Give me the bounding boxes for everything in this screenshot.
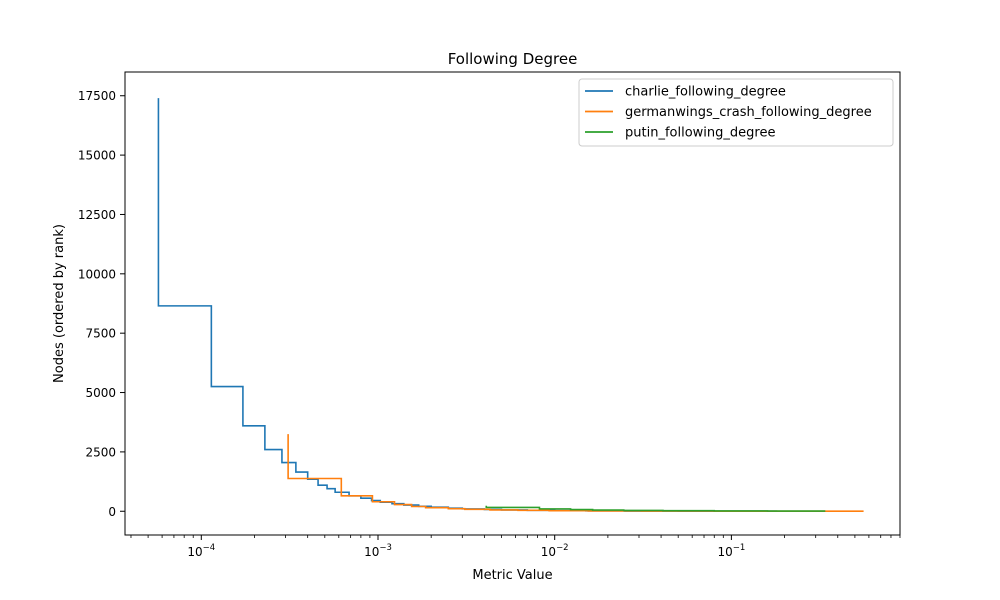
legend-label-0: charlie_following_degree (625, 85, 786, 100)
series-layer (157, 98, 864, 513)
y-axis-ticks: 0 2500 5000 7500 10000 12500 15000 17500 (78, 89, 125, 519)
x-tick-label: 10−2 (541, 543, 569, 559)
y-tick-label: 5000 (85, 386, 116, 400)
x-axis-label: Metric Value (472, 568, 552, 583)
series-line-2 (485, 505, 826, 512)
y-tick-label: 15000 (78, 149, 116, 163)
x-tick-label: 10−1 (717, 543, 745, 559)
y-tick-label: 7500 (85, 327, 116, 341)
legend: charlie_following_degree germanwings_cras… (578, 78, 894, 147)
y-axis-label: Nodes (ordered by rank) (52, 224, 67, 383)
x-tick-label: 10−4 (187, 543, 215, 559)
plot-frame (124, 71, 901, 536)
legend-label-1: germanwings_crash_following_degree (625, 105, 872, 120)
legend-box (578, 78, 894, 147)
chart-title: Following Degree (448, 50, 578, 68)
y-tick-label: 17500 (78, 89, 116, 103)
y-tick-label: 0 (108, 505, 116, 519)
y-tick-label: 2500 (85, 445, 116, 459)
x-tick-label: 10−3 (364, 543, 392, 559)
legend-label-2: putin_following_degree (625, 126, 775, 141)
y-tick-label: 10000 (78, 267, 116, 281)
y-tick-label: 12500 (78, 208, 116, 222)
x-axis-ticks: 10−4 10−3 10−2 10−1 (130, 535, 901, 559)
